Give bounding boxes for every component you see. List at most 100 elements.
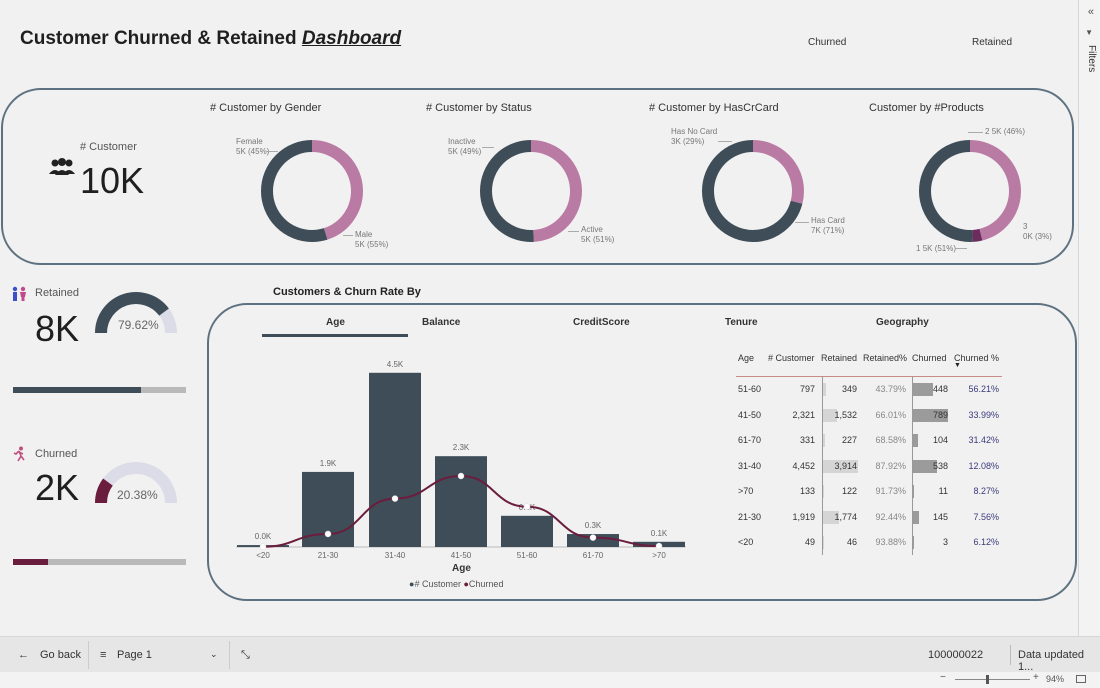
table-cell: 797 [799, 384, 815, 394]
table-header-age[interactable]: Age [738, 353, 755, 363]
tab-balance[interactable]: Balance [422, 317, 461, 328]
table-cell: 87.92% [875, 460, 906, 471]
churned-filter-button[interactable]: Churned [808, 37, 847, 48]
donut-segment-has-card [702, 140, 804, 242]
retained-bar [823, 408, 837, 422]
donut-label: Has Card 7K (71%) [811, 216, 845, 235]
chart-legend: ●# Customer ●Churned [409, 579, 503, 589]
zoom-slider-thumb[interactable] [986, 675, 989, 684]
table-cell: 4,452 [792, 460, 815, 471]
filters-pane[interactable]: « ▼ Filters [1078, 0, 1100, 636]
page-selector[interactable]: Page 1 [117, 649, 152, 661]
table-cell: 133 [799, 486, 815, 496]
table-cell: 11 [938, 486, 948, 496]
zoom-out-icon[interactable]: − [940, 672, 946, 683]
table-cell: 789 [932, 409, 948, 420]
table-cell: 349 [841, 384, 857, 394]
table-cell: 7.56% [973, 511, 999, 522]
customer-kpi-label: # Customer [80, 141, 137, 153]
leader-line [343, 235, 353, 236]
divider [1010, 645, 1011, 665]
data-updated-text: Data updated 1... [1018, 649, 1085, 673]
x-tick-label: 51-60 [517, 551, 538, 560]
filters-label[interactable]: Filters [1086, 45, 1097, 73]
table-header-retained[interactable]: Retained [821, 353, 858, 363]
churned-bar [913, 434, 918, 447]
x-tick-label: 61-70 [583, 551, 604, 560]
retained-bar [823, 383, 827, 396]
divider [88, 641, 89, 669]
donut-title-status: # Customer by Status [426, 102, 532, 114]
churned-bar [913, 383, 933, 396]
gauge-fill [95, 478, 113, 504]
page-list-icon[interactable]: ≡ [100, 649, 107, 661]
go-back-button[interactable]: Go back [40, 649, 81, 661]
tab-geography[interactable]: Geography [876, 317, 929, 328]
tab-age[interactable]: Age [326, 317, 345, 328]
legend-dot-customer: ● [409, 579, 415, 589]
donut-chart-hascrcard[interactable] [699, 137, 807, 245]
donut-label: Has No Card 3K (29%) [671, 127, 718, 146]
x-tick-label: <20 [256, 551, 270, 560]
x-tick-label: 31-40 [385, 551, 406, 560]
churn-panel [207, 303, 1077, 601]
go-back-icon[interactable]: ← [18, 649, 29, 661]
table-header-churned[interactable]: Churned [912, 353, 947, 363]
table-cell: 92.44% [875, 511, 906, 522]
retained-gauge[interactable] [93, 290, 179, 336]
leader-line [568, 231, 579, 232]
status-bar: ← Go back ≡ Page 1 ⌄ ⤡ 100000022 Data up… [0, 636, 1100, 673]
table-cell: 1,532 [834, 409, 857, 420]
title-em: Dashboard [301, 28, 402, 49]
churned-gauge[interactable] [93, 460, 179, 506]
table-cell: 227 [841, 435, 857, 445]
retained-bar [823, 485, 825, 498]
donut-chart-products[interactable] [916, 137, 1024, 245]
zoom-level: 94% [1046, 674, 1065, 684]
tab-tenure[interactable]: Tenure [725, 317, 758, 328]
retained-filter-button[interactable]: Retained [972, 37, 1013, 48]
leader-line [955, 248, 967, 249]
combo-chart[interactable]: 0.0K<201.9K21-304.5K31-402.3K41-500.8K51… [228, 348, 698, 573]
sort-desc-icon[interactable]: ▼ [954, 362, 961, 369]
funnel-icon: ▼ [1085, 28, 1093, 37]
churned-gauge-label: 20.38% [117, 488, 158, 502]
fit-page-icon[interactable] [1076, 675, 1086, 683]
people-pair-icon [12, 286, 26, 301]
bar-data-label: 0.3K [585, 521, 602, 530]
table-header-churned-pct[interactable]: Churned % [954, 353, 1000, 363]
bar-data-label: 4.5K [387, 360, 404, 369]
donut-title-products: Customer by #Products [869, 102, 984, 114]
table-cell: 66.01% [875, 409, 906, 420]
leader-line [718, 141, 732, 142]
chevron-down-icon[interactable]: ⌄ [210, 649, 218, 659]
bar-31-40 [369, 372, 421, 547]
table-header-customer[interactable]: # Customer [768, 353, 815, 363]
donut-label: Female 5K (45%) [236, 137, 270, 156]
legend-dot-churned: ● [463, 579, 469, 589]
retained-progress-bar [13, 387, 186, 393]
leader-line [968, 132, 983, 133]
donut-chart-gender[interactable] [258, 137, 366, 245]
churned-point [391, 495, 399, 502]
people-icon [49, 158, 75, 175]
zoom-slider[interactable] [955, 679, 1030, 680]
x-tick-label: 41-50 [451, 551, 472, 560]
table-header-retained-pct[interactable]: Retained% [863, 353, 908, 363]
table-cell: 145 [932, 511, 948, 522]
zoom-bar: − + 94% [0, 672, 1100, 688]
donut-label: Male 5K (55%) [355, 230, 389, 249]
tab-creditscore[interactable]: CreditScore [573, 317, 630, 328]
bar-data-label: 0.1K [651, 529, 668, 538]
status-code: 100000022 [928, 649, 984, 661]
double-chevron-right-icon[interactable]: « [1087, 6, 1094, 18]
retained-bar [823, 510, 839, 524]
table-cell: 331 [799, 435, 815, 445]
churned-progress-fill [13, 559, 48, 565]
bar-51-60 [501, 515, 553, 547]
table-cell: 33.99% [968, 409, 999, 420]
retained-label: Retained [35, 287, 80, 299]
zoom-in-icon[interactable]: + [1033, 672, 1039, 683]
collapse-icon[interactable]: ⤡ [241, 649, 250, 661]
donut-chart-status[interactable] [477, 137, 585, 245]
